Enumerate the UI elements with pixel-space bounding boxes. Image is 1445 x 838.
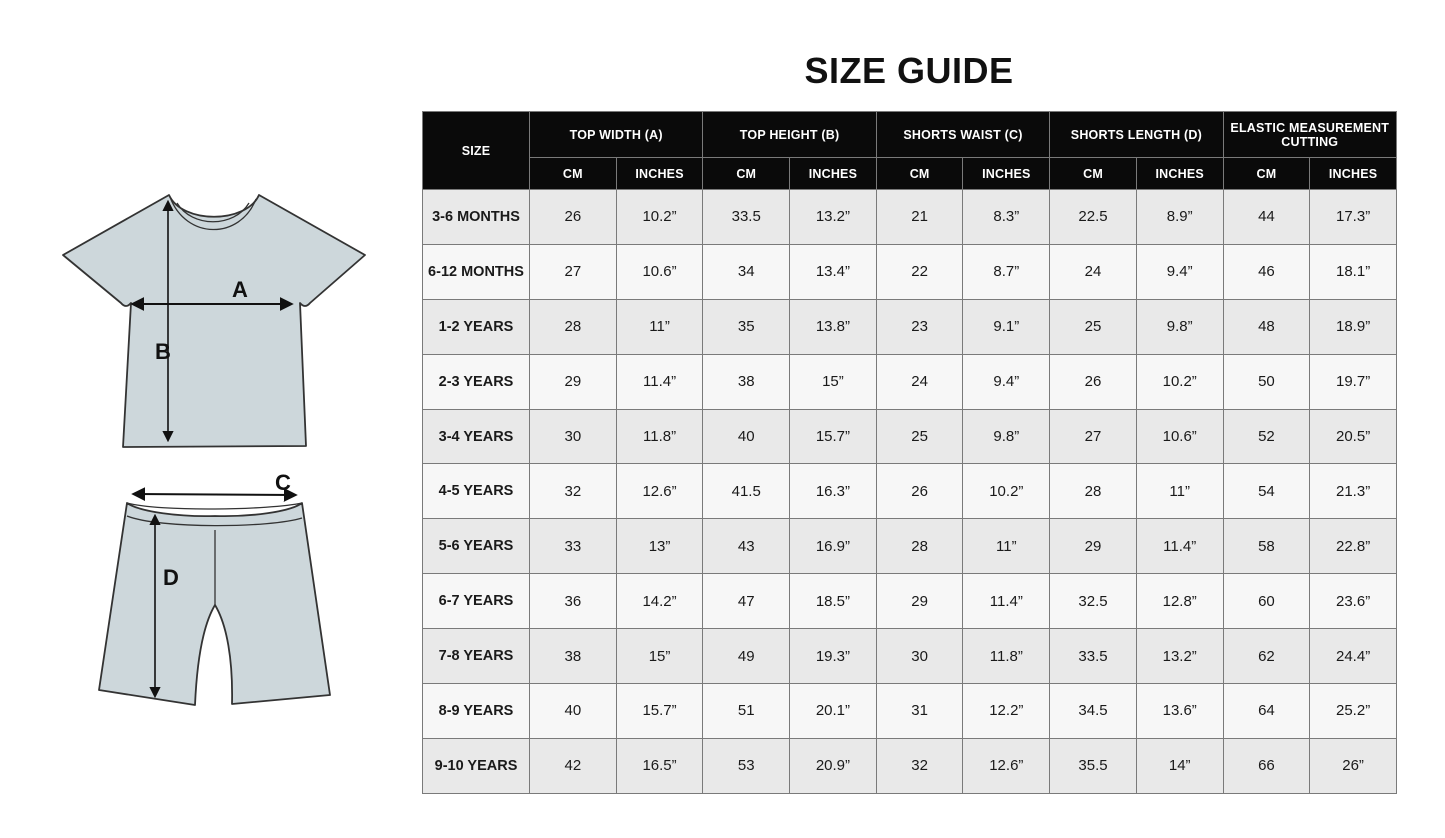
svg-text:D: D [163, 565, 179, 590]
svg-text:B: B [155, 339, 171, 364]
svg-text:A: A [232, 277, 248, 302]
svg-text:C: C [275, 470, 291, 495]
